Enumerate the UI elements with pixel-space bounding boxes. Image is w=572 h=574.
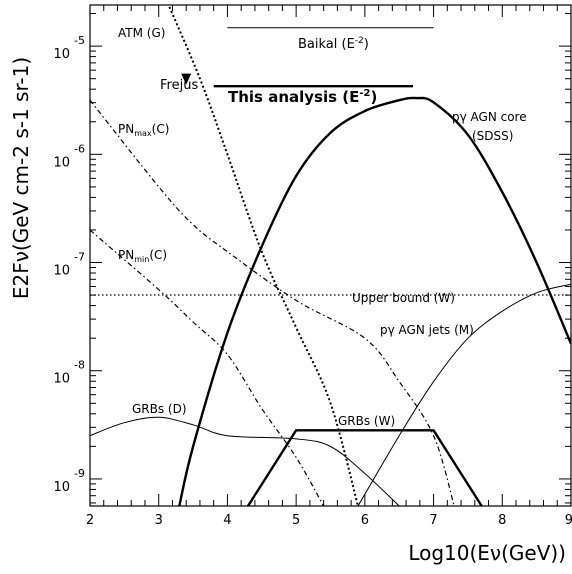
- y-tick-exponent: -8: [74, 359, 85, 372]
- curve-pnmax: [90, 99, 455, 506]
- y-tick-exponent: -9: [74, 467, 85, 480]
- curve-grbd: [90, 416, 400, 506]
- label-pnmax: PNmax(C): [118, 122, 169, 138]
- x-tick-label: 5: [292, 513, 300, 528]
- y-tick-exponent: -7: [74, 251, 85, 264]
- y-tick-label: 10 -7: [53, 251, 85, 279]
- curve-atm: [167, 5, 359, 506]
- label-grbs-d: GRBs (D): [132, 402, 187, 416]
- x-tick-label: 7: [429, 513, 437, 528]
- markers: [181, 73, 192, 85]
- label-frejus: Frejus: [160, 78, 198, 93]
- y-tick-label: 10 -5: [53, 34, 85, 62]
- y-tick-base: 10: [53, 155, 70, 170]
- curve-grbw: [246, 429, 483, 506]
- curve-agncore: [178, 96, 571, 506]
- y-tick-base: 10: [53, 264, 70, 279]
- y-tick-label: 10 -6: [53, 142, 85, 170]
- label-pnmin: PNmin(C): [118, 248, 167, 264]
- y-tick-exponent: -6: [74, 142, 85, 155]
- label-atm: ATM (G): [118, 26, 165, 40]
- label-this-analysis: This analysis (E-2): [228, 88, 377, 106]
- annotations: ATM (G) Frejus Baikal (E-2) This analysi…: [118, 26, 527, 428]
- plot-frame: [89, 4, 572, 507]
- x-tick-label: 9: [565, 513, 572, 528]
- y-tick-base: 10: [53, 47, 70, 62]
- axis-ticks: [89, 5, 572, 506]
- x-tick-label: 4: [223, 513, 231, 528]
- y-tick-base: 10: [53, 372, 70, 387]
- x-tick-label: 2: [86, 513, 94, 528]
- y-tick-exponent: -5: [74, 34, 85, 47]
- label-grbs-w: GRBs (W): [338, 414, 395, 428]
- label-agn-core-line2: (SDSS): [472, 129, 513, 143]
- label-baikal: Baikal (E-2): [298, 36, 369, 52]
- y-tick-labels: 10 -9 10 -8 10 -7 10 -6 10 -5: [53, 34, 85, 495]
- x-tick-label: 6: [361, 513, 369, 528]
- x-tick-label: 8: [498, 513, 506, 528]
- curve-agnjets: [357, 283, 571, 506]
- curve-pnmin: [90, 229, 325, 506]
- label-agn-core-line1: pγ AGN core: [452, 110, 527, 124]
- label-upper-bound: Upper bound (W): [352, 291, 455, 305]
- label-agn-jets: pγ AGN jets (M): [380, 323, 474, 337]
- y-tick-label: 10 -9: [53, 467, 85, 495]
- y-axis-title: E2Fν(GeV cm-2 s-1 sr-1): [9, 57, 33, 299]
- y-tick-base: 10: [53, 480, 70, 495]
- x-tick-labels: 2 3 4 5 6 7 8 9: [86, 513, 572, 528]
- x-tick-label: 3: [155, 513, 163, 528]
- x-axis-title: Log10(Eν(GeV)): [408, 541, 566, 565]
- y-tick-label: 10 -8: [53, 359, 85, 387]
- curves: [90, 5, 571, 506]
- marker-frejus: [181, 73, 192, 85]
